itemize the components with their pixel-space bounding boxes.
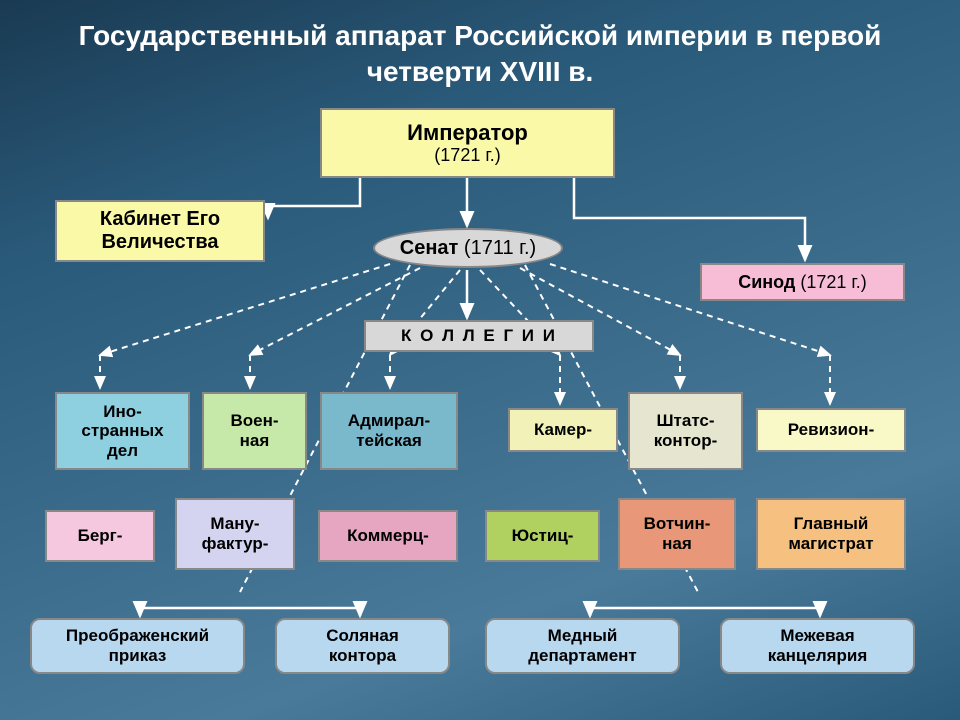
collegium-foreign: Ино-странныхдел [55, 392, 190, 470]
emperor-label: Император [407, 120, 528, 145]
collegium-kamer: Камер- [508, 408, 618, 452]
collegium-military: Воен-ная [202, 392, 307, 470]
collegium-magistrat: Главныймагистрат [756, 498, 906, 570]
office-salt: Солянаяконтора [275, 618, 450, 674]
collegium-votchina: Вотчин-ная [618, 498, 736, 570]
synod-year: (1721 г.) [800, 272, 866, 293]
node-senate: Сенат (1711 г.) [373, 228, 563, 268]
collegium-manufaktur: Ману-фактур- [175, 498, 295, 570]
office-survey: Межеваяканцелярия [720, 618, 915, 674]
office-preobrazhensky: Преображенскийприказ [30, 618, 245, 674]
senate-label: Сенат [400, 237, 459, 260]
synod-label: Синод [738, 272, 795, 293]
node-collegia-label: К О Л Л Е Г И И [364, 320, 594, 352]
collegium-justice: Юстиц- [485, 510, 600, 562]
node-cabinet: Кабинет Его Величества [55, 200, 265, 262]
senate-year: (1711 г.) [464, 237, 536, 260]
collegium-admiralty: Адмирал-тейская [320, 392, 458, 470]
diagram-title: Государственный аппарат Российской импер… [0, 0, 960, 99]
emperor-year: (1721 г.) [434, 145, 500, 166]
collegium-commerce: Коммерц- [318, 510, 458, 562]
office-copper: Медныйдепартамент [485, 618, 680, 674]
collegium-shtats: Штатс-контор- [628, 392, 743, 470]
collegium-berg: Берг- [45, 510, 155, 562]
node-synod: Синод (1721 г.) [700, 263, 905, 301]
collegium-revision: Ревизион- [756, 408, 906, 452]
node-emperor: Император (1721 г.) [320, 108, 615, 178]
